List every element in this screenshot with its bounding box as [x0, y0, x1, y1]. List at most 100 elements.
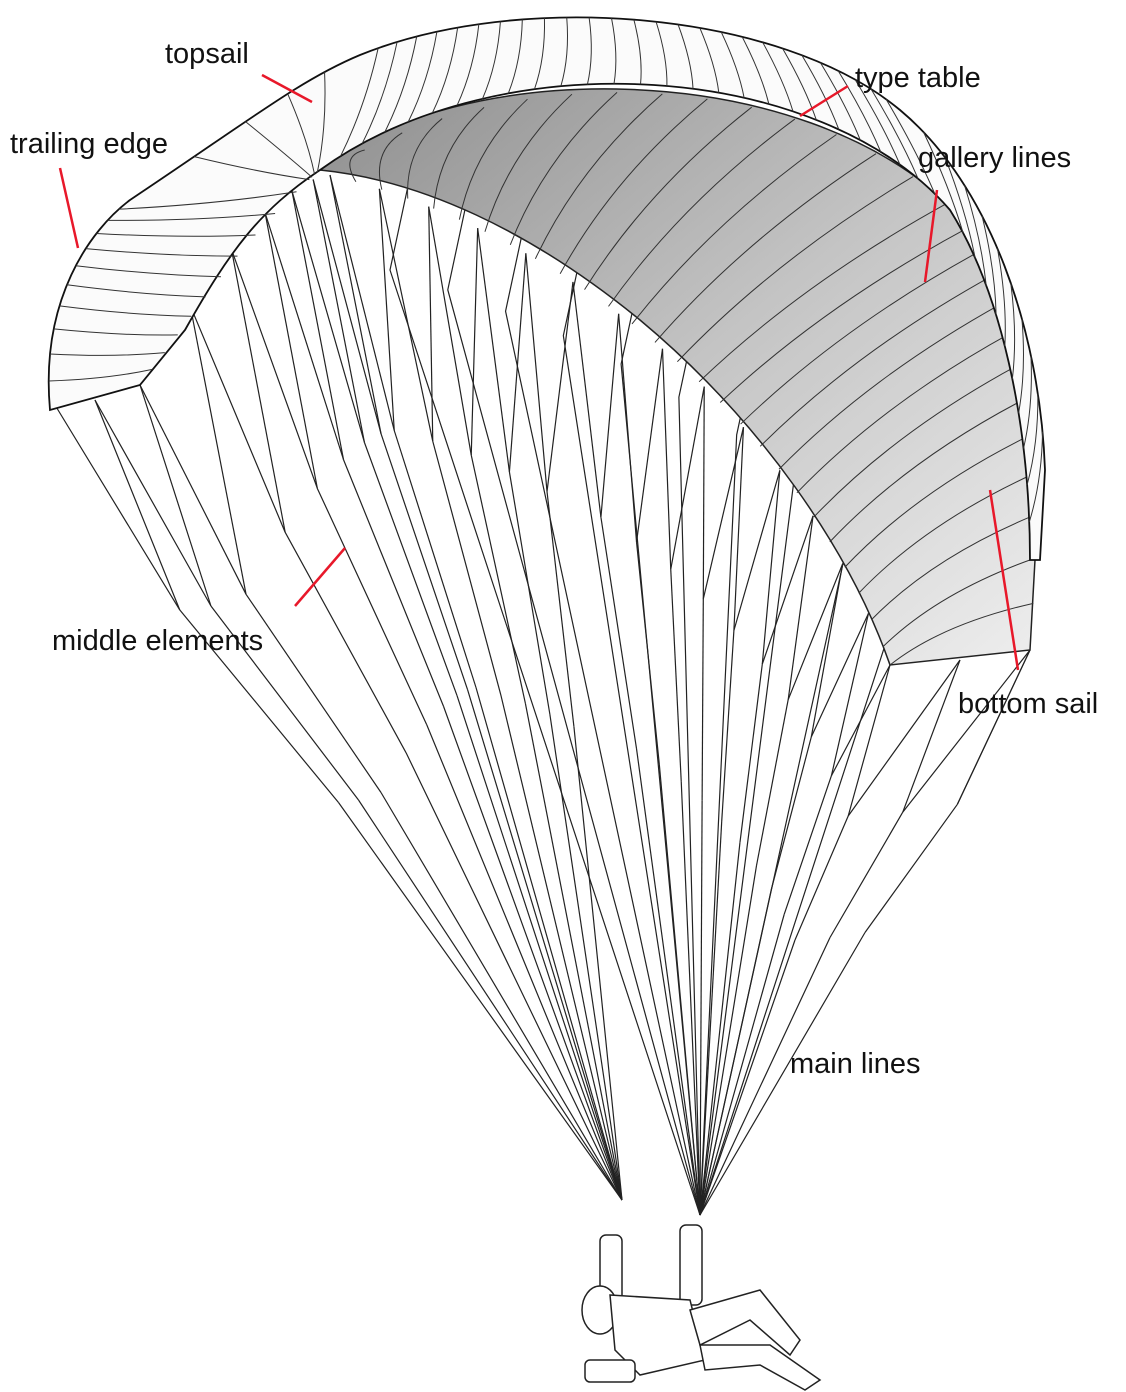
middle-line [179, 609, 339, 803]
leader-line [923, 189, 939, 283]
rib [698, 202, 948, 383]
main-line [380, 792, 623, 1201]
seam [996, 248, 1006, 347]
topsail-seams [48, 17, 1044, 523]
seam [456, 24, 480, 106]
seam [782, 48, 817, 121]
middle-line [380, 433, 469, 690]
leader-line [58, 167, 80, 249]
main-line [699, 939, 796, 1216]
middle-line [721, 630, 735, 822]
gallery-line [525, 253, 548, 492]
rib [882, 558, 1034, 648]
seam [361, 41, 398, 144]
seam [801, 54, 840, 130]
label: type table [855, 62, 981, 94]
gallery-line [329, 174, 395, 431]
middle-line [783, 775, 832, 915]
main-line [456, 695, 623, 1201]
labels: topsail type table trailing edge gallery… [10, 38, 1098, 1080]
seam [48, 368, 153, 382]
gallery-line [312, 179, 366, 443]
topsail [47, 16, 1046, 561]
rib [719, 227, 969, 403]
gallery-line [702, 386, 705, 599]
gallery-line [291, 190, 345, 460]
main-line [357, 799, 623, 1201]
seam [1028, 431, 1044, 523]
seam [1023, 355, 1032, 449]
seam [287, 93, 316, 175]
pilot [581, 1224, 822, 1391]
seam [75, 265, 221, 278]
seam [586, 17, 592, 85]
main-line [442, 706, 623, 1201]
seam [340, 48, 379, 157]
seam [699, 27, 720, 93]
label: trailing edge [10, 128, 168, 160]
gallery-line [670, 386, 705, 570]
seam [482, 21, 501, 99]
gallery-line [230, 249, 318, 489]
middle-line [210, 605, 359, 801]
rib [889, 602, 1034, 666]
seam [762, 42, 794, 112]
main-line [699, 932, 866, 1216]
seam [820, 62, 861, 141]
cell-ribs [349, 92, 1034, 666]
seam [720, 31, 745, 98]
gallery-line [787, 515, 814, 700]
middle-line [546, 491, 575, 727]
middle-line [770, 736, 812, 890]
gallery-line [572, 281, 602, 518]
rib [433, 106, 485, 209]
seam [633, 19, 642, 85]
seam [944, 157, 976, 259]
gallery-line [428, 206, 434, 442]
main-line [699, 800, 703, 1216]
middle-line [508, 471, 551, 715]
rib [796, 332, 1011, 494]
main-line [573, 726, 623, 1201]
gallery-line [329, 174, 382, 435]
main-line [475, 687, 623, 1201]
label: gallery lines [918, 142, 1071, 174]
rib [654, 153, 877, 343]
gallery-line [189, 305, 247, 595]
label: middle elements [52, 625, 263, 657]
gallery-line [847, 659, 961, 817]
gallery-line [956, 649, 1031, 805]
gallery-line [230, 249, 286, 533]
gallery-line [139, 384, 247, 595]
main-line [699, 842, 741, 1216]
gallery-line [312, 179, 382, 435]
seam [923, 131, 964, 234]
main-line [680, 781, 701, 1216]
middle-line [600, 517, 638, 749]
seam [384, 36, 418, 133]
gallery-line [902, 659, 961, 813]
rib [813, 365, 1018, 518]
gallery-line [787, 563, 844, 700]
seam [194, 156, 310, 181]
gallery-line [761, 470, 781, 665]
seam [245, 121, 313, 178]
seam [1018, 318, 1024, 414]
middle-line [470, 455, 526, 704]
rib [778, 302, 1003, 470]
gallery-line [830, 613, 870, 776]
middle-line [284, 532, 407, 754]
rib [871, 515, 1033, 621]
middle-line [245, 593, 382, 793]
gallery-line [378, 188, 395, 431]
seam [1026, 393, 1039, 486]
gallery-line [733, 427, 745, 631]
rib [608, 118, 796, 307]
rib [631, 134, 837, 325]
gallery-line [189, 305, 286, 533]
rib [759, 275, 993, 447]
gallery-line [600, 313, 620, 518]
gallery-line [661, 348, 672, 570]
rib [534, 93, 663, 260]
gallery-line [378, 188, 434, 442]
